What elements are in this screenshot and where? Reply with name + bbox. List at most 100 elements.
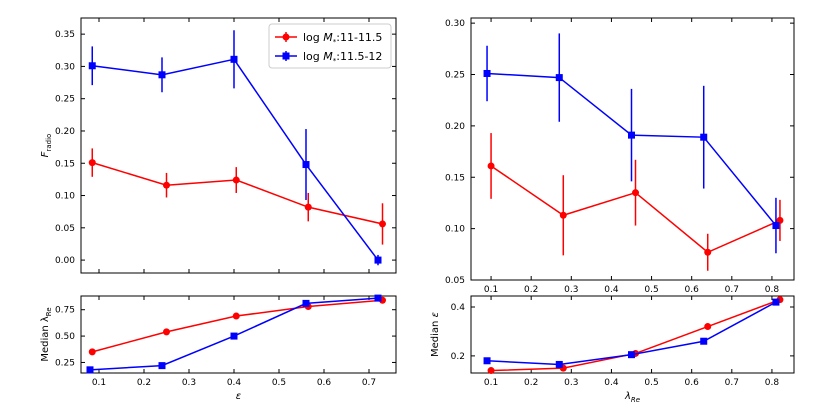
x-tick-label: 0.4: [604, 285, 619, 295]
data-point: [555, 360, 563, 368]
data-point: [379, 220, 386, 228]
data-point: [555, 74, 563, 82]
data-point: [487, 367, 495, 375]
x-tick-label: 0.7: [725, 378, 739, 388]
series-2: [86, 294, 382, 374]
data-point: [88, 62, 96, 70]
y-tick-label: 0.10: [445, 225, 465, 235]
series-1: [88, 148, 386, 245]
y-tick-label: 0.30: [55, 62, 75, 72]
data-point: [483, 69, 491, 77]
y-tick-label: 0.30: [445, 19, 465, 29]
x-tick-label: 0.6: [685, 285, 700, 295]
y-tick-label: 0.15: [55, 159, 75, 169]
data-point: [88, 348, 96, 356]
data-point: [700, 337, 708, 345]
series-line: [92, 299, 383, 353]
data-point: [704, 323, 712, 331]
x-tick-label: 0.6: [685, 378, 700, 388]
series-1: [487, 133, 784, 271]
x-tick-label: 0.1: [484, 285, 498, 295]
data-point: [230, 55, 238, 63]
x-tick-label: 0.3: [182, 378, 196, 388]
legend: log M*:11-11.5 log M*:11.5-12: [268, 23, 392, 69]
y-tick-label: 0.05: [445, 276, 465, 286]
x-tick-label: 0.3: [564, 285, 578, 295]
y-tick-label: 0.4: [451, 303, 466, 313]
data-point: [232, 312, 240, 320]
panel-bottom-right: 0.1 0.2 0.3 0.4 0.5 0.6 0.7 0.8 0.2 0.4 Median ε λR…: [430, 295, 795, 404]
data-point: [772, 222, 780, 230]
data-point: [374, 256, 382, 264]
y-tick-label: 0.25: [55, 95, 75, 105]
data-point: [704, 248, 712, 256]
x-tick-label: 0.6: [317, 378, 332, 388]
y-tick-label: 0.25: [445, 71, 465, 81]
series-line: [491, 298, 781, 372]
y-tick-label: 0.50: [55, 332, 75, 342]
x-tick-label: 0.8: [765, 285, 780, 295]
data-point: [627, 351, 635, 359]
data-point: [86, 366, 94, 374]
data-point: [163, 328, 170, 336]
y-axis-label: Median ε: [430, 311, 441, 357]
legend-box: [268, 23, 392, 69]
data-point: [627, 131, 635, 139]
series-1: [88, 296, 386, 356]
y-tick-label: 0.75: [55, 306, 75, 316]
series-line: [92, 161, 383, 225]
x-tick-label: 0.2: [524, 285, 538, 295]
data-point: [700, 133, 708, 141]
y-tick-label: 0.25: [55, 358, 75, 368]
y-tick-label: 0.2: [451, 352, 465, 362]
x-axis-label: λRe: [624, 391, 640, 404]
x-tick-label: 0.5: [644, 285, 658, 295]
y-axis-label: Fradio: [40, 134, 53, 158]
data-point: [158, 71, 166, 79]
x-tick-label: 0.1: [92, 378, 106, 388]
x-tick-label: 0.2: [137, 378, 151, 388]
y-tick-label: 0.00: [55, 256, 75, 266]
x-tick-label: 0.2: [524, 378, 538, 388]
y-tick-label: 0.10: [55, 192, 75, 202]
x-tick-label: 0.7: [725, 285, 739, 295]
x-tick-label: 0.5: [272, 378, 286, 388]
plot-frame: [80, 295, 397, 374]
panel-top-right: 0.1 0.2 0.3 0.4 0.5 0.6 0.7 0.8 0.05 0.10 0.15 0.20…: [445, 17, 795, 295]
panel-bottom-left: 0.1 0.2 0.3 0.4 0.5 0.6 0.7 0.25 0.50 0.75Median …: [40, 294, 397, 402]
data-point: [632, 189, 640, 197]
data-point: [772, 298, 780, 306]
y-tick-label: 0.20: [445, 122, 465, 132]
x-tick-label: 0.4: [227, 378, 242, 388]
data-point: [158, 362, 166, 370]
y-tick-label: 0.05: [55, 224, 75, 234]
y-tick-label: 0.15: [445, 173, 465, 183]
data-point: [302, 299, 310, 307]
series-2: [483, 298, 780, 368]
y-tick-label: 0.20: [55, 127, 75, 137]
y-axis-label: Median λRe: [40, 307, 53, 361]
data-point: [302, 161, 310, 169]
plot-frame: [80, 17, 397, 274]
data-point: [304, 203, 312, 211]
data-point: [88, 159, 96, 167]
plot-frame: [470, 17, 795, 281]
data-point: [163, 181, 170, 189]
legend-label: log M*:11.5-12: [303, 50, 382, 65]
series-2: [88, 30, 382, 266]
panel-top-left: 0.00 0.05 0.10 0.15 0.20 0.25 0.30 0.35 Fradio: [40, 17, 397, 274]
x-tick-label: 0.5: [644, 378, 658, 388]
data-point: [483, 357, 491, 365]
data-point: [487, 162, 495, 170]
plot-frame: [470, 295, 795, 374]
y-tick-label: 0.35: [55, 30, 75, 40]
series-2: [483, 33, 780, 254]
legend-marker: [282, 33, 290, 41]
data-point: [232, 176, 240, 184]
x-tick-label: 0.7: [362, 378, 376, 388]
x-tick-label: 0.4: [604, 378, 619, 388]
x-axis-label: ε: [236, 391, 242, 402]
data-point: [374, 294, 382, 302]
legend-label: log M*:11-11.5: [303, 31, 382, 46]
